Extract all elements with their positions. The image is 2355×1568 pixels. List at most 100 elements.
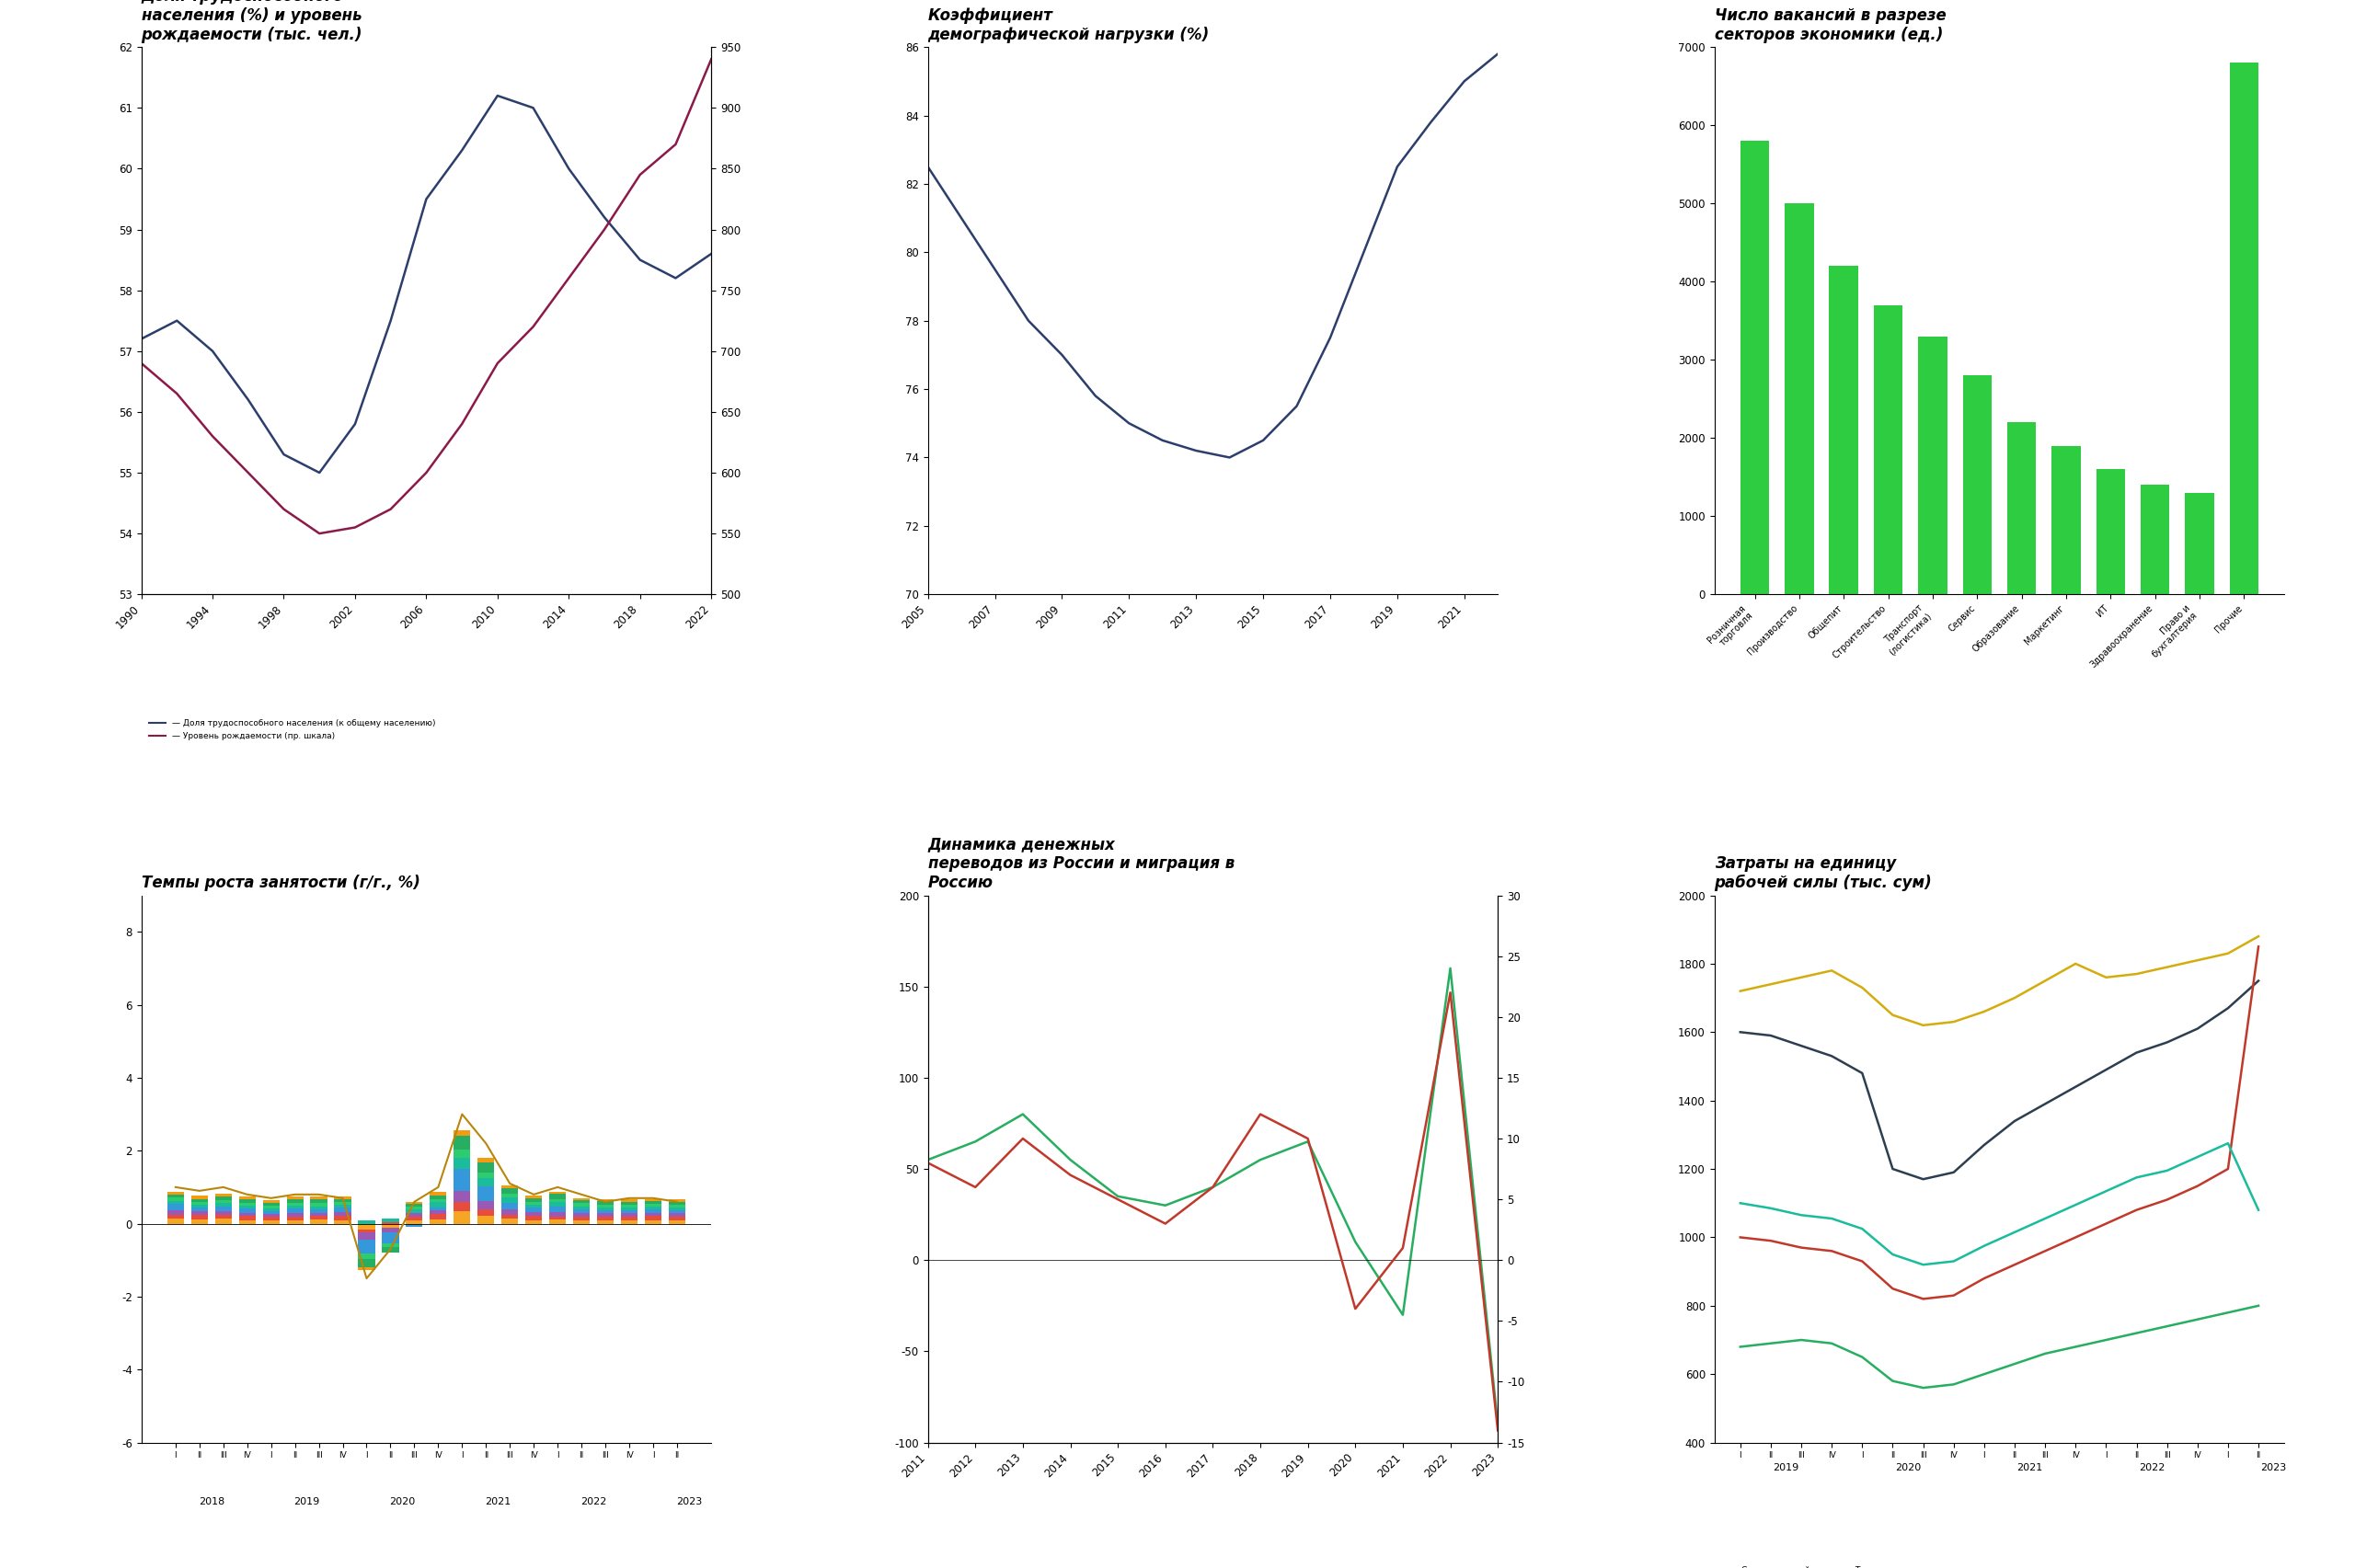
Сельское хозяйство bbox=[1849, 1347, 1877, 1366]
Bar bbox=[645, 1220, 662, 1223]
Bar bbox=[502, 1218, 518, 1223]
Транспортировка и хранение bbox=[1971, 1237, 1999, 1256]
Bar bbox=[431, 1192, 447, 1195]
Bar bbox=[214, 1196, 231, 1201]
Bar bbox=[2141, 485, 2169, 594]
Text: 2018: 2018 bbox=[198, 1497, 224, 1507]
Сельское хозяйство bbox=[2122, 1323, 2150, 1342]
Bar bbox=[311, 1200, 327, 1203]
Bar bbox=[311, 1220, 327, 1223]
Bar bbox=[334, 1204, 351, 1207]
Bar bbox=[1919, 336, 1948, 594]
Text: 2019: 2019 bbox=[294, 1497, 320, 1507]
Промышленность bbox=[1941, 1163, 1969, 1182]
Bar bbox=[264, 1214, 280, 1217]
Bar bbox=[572, 1206, 589, 1209]
Text: Число вакансий в разрезе
секторов экономики (ед.): Число вакансий в разрезе секторов эконом… bbox=[1714, 8, 1945, 42]
Bar bbox=[358, 1221, 374, 1223]
Line: Сельское хозяйство: Сельское хозяйство bbox=[1740, 1306, 2258, 1388]
Промышленность bbox=[2091, 1060, 2120, 1079]
Bar bbox=[334, 1200, 351, 1201]
Bar bbox=[622, 1217, 638, 1220]
Bar bbox=[549, 1192, 565, 1193]
Сельское хозяйство bbox=[2152, 1317, 2181, 1336]
Bar bbox=[214, 1203, 231, 1206]
Промышленность bbox=[1999, 1112, 2028, 1131]
Bar bbox=[334, 1201, 351, 1204]
Транспортировка и хранение bbox=[1879, 1245, 1908, 1264]
Bar bbox=[214, 1215, 231, 1218]
Bar bbox=[549, 1220, 565, 1223]
Транспортировка и хранение bbox=[1757, 1200, 1785, 1218]
Bar bbox=[1962, 375, 1992, 594]
Строительство bbox=[2214, 1159, 2242, 1178]
Bar bbox=[549, 1193, 565, 1200]
Транспортировка и хранение bbox=[1941, 1251, 1969, 1270]
Bar bbox=[214, 1206, 231, 1212]
Bar bbox=[478, 1173, 495, 1179]
Bar bbox=[238, 1200, 257, 1203]
Транспортировка и хранение bbox=[1849, 1220, 1877, 1239]
Bar bbox=[382, 1243, 398, 1247]
Промышленность bbox=[2214, 999, 2242, 1018]
Bar bbox=[264, 1203, 280, 1206]
Bar bbox=[167, 1192, 184, 1195]
Bar bbox=[214, 1201, 231, 1203]
Text: 2023: 2023 bbox=[676, 1497, 702, 1507]
Bar bbox=[287, 1212, 304, 1217]
Bar bbox=[572, 1209, 589, 1212]
Bar bbox=[622, 1207, 638, 1210]
Строительство bbox=[1757, 1231, 1785, 1250]
Bar bbox=[478, 1157, 495, 1162]
Bar bbox=[334, 1215, 351, 1220]
Bar bbox=[191, 1200, 207, 1201]
Bar bbox=[431, 1220, 447, 1223]
Bar bbox=[2051, 445, 2079, 594]
Bar bbox=[405, 1204, 422, 1207]
Торговля bbox=[1726, 982, 1754, 1000]
Bar bbox=[549, 1206, 565, 1212]
Bar bbox=[455, 1131, 471, 1135]
Bar bbox=[598, 1210, 615, 1214]
Legend: — Доля трудоспособного населения (к общему населению), — Уровень рождаемости (пр: — Доля трудоспособного населения (к обще… bbox=[146, 717, 438, 743]
Bar bbox=[2096, 469, 2124, 594]
Bar bbox=[572, 1201, 589, 1203]
Bar bbox=[549, 1200, 565, 1203]
Text: 2022: 2022 bbox=[2138, 1463, 2164, 1472]
Промышленность bbox=[2244, 972, 2273, 991]
Bar bbox=[502, 1189, 518, 1195]
Bar bbox=[358, 1223, 374, 1229]
Bar bbox=[167, 1210, 184, 1215]
Bar bbox=[622, 1210, 638, 1214]
Bar bbox=[238, 1196, 257, 1200]
Bar bbox=[214, 1212, 231, 1215]
Bar bbox=[358, 1267, 374, 1270]
Bar bbox=[669, 1200, 685, 1201]
Bar bbox=[238, 1215, 257, 1220]
Bar bbox=[287, 1209, 304, 1212]
Bar bbox=[502, 1196, 518, 1203]
Bar bbox=[358, 1254, 374, 1259]
Bar bbox=[502, 1209, 518, 1215]
Транспортировка и хранение bbox=[2091, 1182, 2120, 1201]
Bar bbox=[669, 1214, 685, 1217]
Bar bbox=[478, 1179, 495, 1187]
Торговля bbox=[2183, 950, 2211, 969]
Строительство bbox=[1849, 1251, 1877, 1270]
Промышленность bbox=[2061, 1077, 2089, 1096]
Bar bbox=[1875, 306, 1903, 594]
Bar bbox=[311, 1215, 327, 1220]
Bar bbox=[549, 1212, 565, 1217]
Bar bbox=[191, 1220, 207, 1223]
Строительство bbox=[2091, 1214, 2120, 1232]
Bar bbox=[622, 1214, 638, 1217]
Bar bbox=[405, 1201, 422, 1204]
Bar bbox=[287, 1220, 304, 1223]
Bar bbox=[478, 1187, 495, 1201]
Сельское хозяйство bbox=[1818, 1334, 1846, 1353]
Строительство bbox=[1879, 1279, 1908, 1298]
Text: 2020: 2020 bbox=[1896, 1463, 1922, 1472]
Строительство bbox=[2244, 938, 2273, 956]
Сельское хозяйство bbox=[2183, 1309, 2211, 1328]
Промышленность bbox=[2030, 1094, 2058, 1113]
